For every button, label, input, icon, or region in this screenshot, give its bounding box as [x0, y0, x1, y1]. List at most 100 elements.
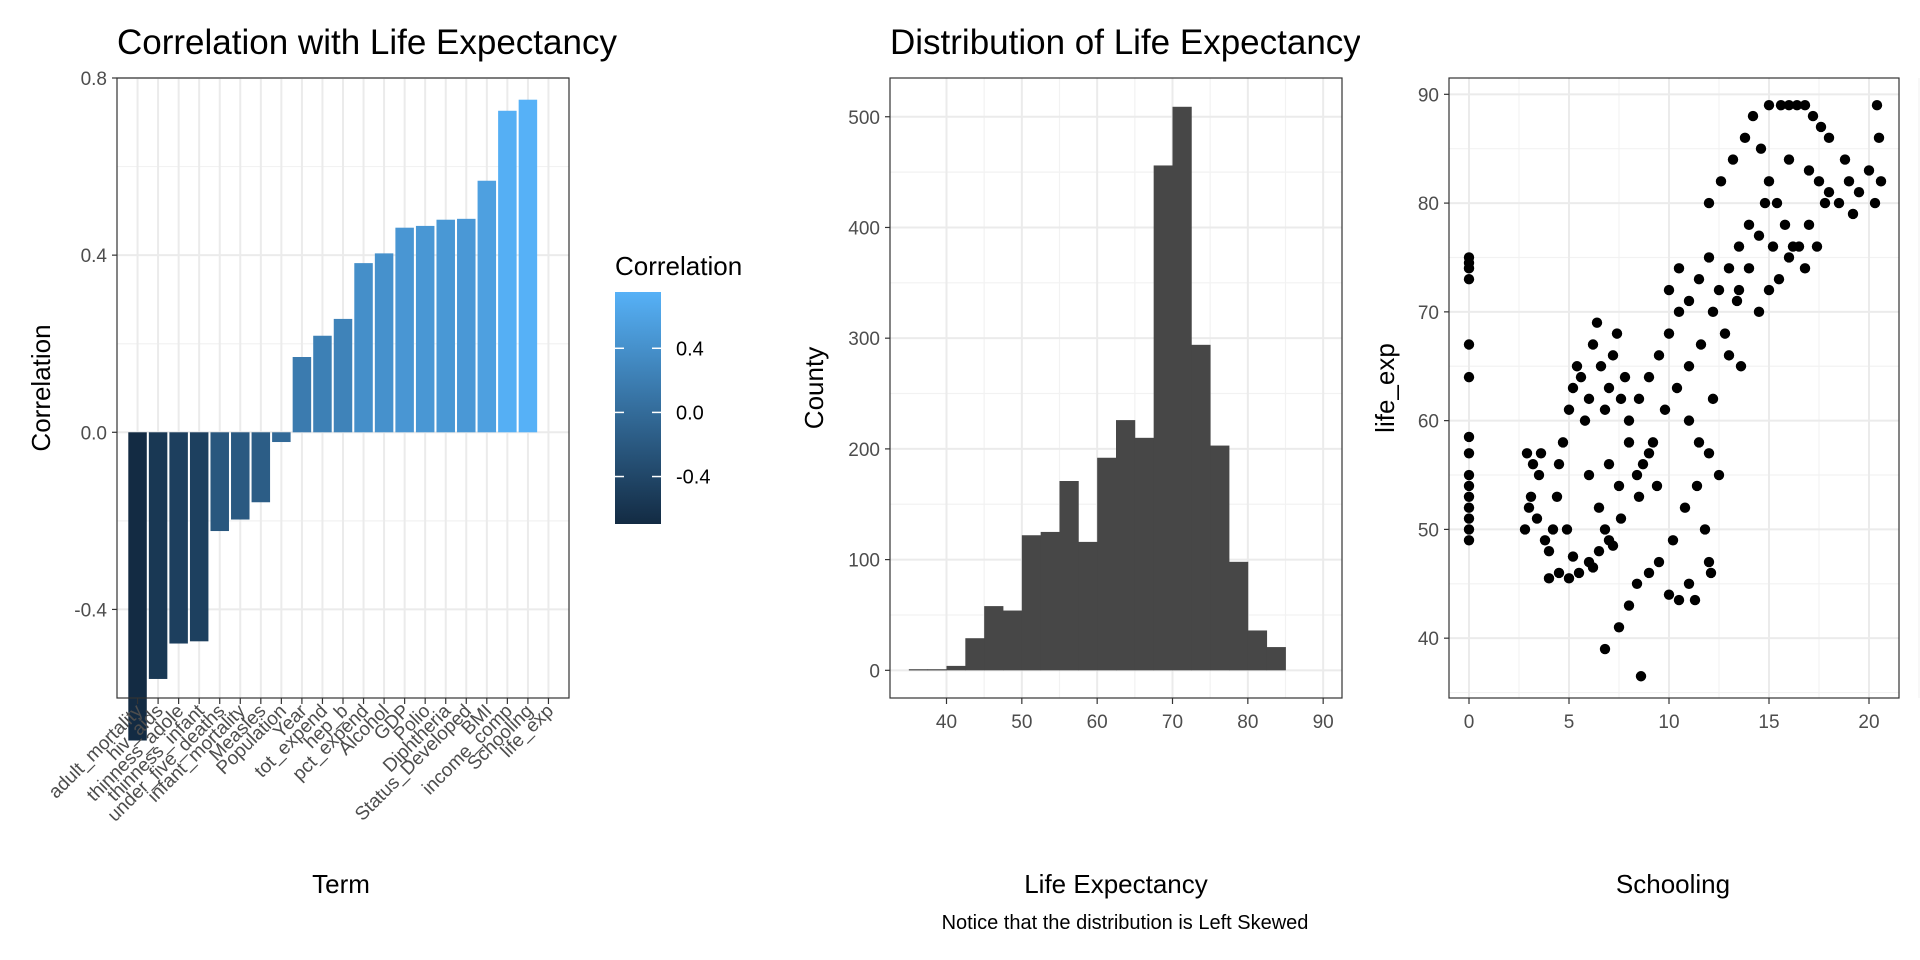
- scatter-point: [1771, 197, 1783, 209]
- histogram-panel-border: [889, 77, 1343, 699]
- scatter-y-axis-title: life_exp: [1370, 343, 1400, 433]
- scatter-point: [1843, 176, 1855, 187]
- histogram-bin: [1003, 610, 1023, 671]
- histogram-bin: [1021, 535, 1042, 671]
- scatter-point: [1727, 154, 1739, 165]
- scatter-point: [1563, 404, 1575, 415]
- scatter-point: [1783, 99, 1795, 111]
- scatter-point: [1653, 556, 1665, 568]
- scatter-point: [1695, 339, 1707, 350]
- correlation-bars: [128, 99, 538, 741]
- scatter-point: [1663, 328, 1675, 339]
- scatter-point: [1803, 219, 1815, 231]
- histogram-y-axis-title: County: [799, 347, 829, 429]
- legend-title: Correlation: [615, 251, 742, 281]
- scatter-point: [1807, 110, 1819, 122]
- scatter-point: [1463, 480, 1475, 492]
- scatter-point: [1755, 143, 1767, 154]
- scatter-point: [1819, 197, 1831, 209]
- scatter-point: [1691, 480, 1703, 492]
- x-tick-label: 5: [1564, 712, 1575, 733]
- scatter-point: [1753, 230, 1765, 241]
- scatter-point: [1791, 99, 1803, 111]
- scatter-point: [1667, 535, 1679, 546]
- histogram-bars: [908, 106, 1286, 671]
- correlation-chart-title: Correlation with Life Expectancy: [117, 23, 617, 62]
- scatter-point: [1631, 578, 1643, 589]
- y-tick-label: 0.4: [81, 246, 108, 267]
- y-tick-label: 50: [1418, 520, 1439, 541]
- scatter-point: [1463, 513, 1475, 524]
- scatter-point: [1523, 502, 1535, 513]
- scatter-point: [1615, 393, 1627, 405]
- x-tick-label: 0: [1464, 712, 1475, 733]
- scatter-point: [1575, 371, 1587, 383]
- scatter-point: [1663, 589, 1675, 600]
- legend-label: -0.4: [676, 467, 710, 489]
- scatter-point: [1735, 361, 1747, 372]
- x-tick-label: 20: [1858, 712, 1879, 733]
- correlation-bar-hep_b: [333, 318, 353, 433]
- scatter-point: [1853, 187, 1865, 198]
- scatter-point: [1547, 524, 1559, 535]
- histogram-bin: [1116, 420, 1136, 671]
- scatter-x-axis-title: Schooling: [1616, 869, 1730, 899]
- scatter-point: [1583, 469, 1595, 481]
- scatter-point: [1557, 437, 1569, 448]
- scatter-point: [1783, 252, 1795, 263]
- y-tick-label: 60: [1418, 412, 1439, 433]
- scatter-point: [1719, 328, 1731, 339]
- scatter-point: [1527, 458, 1539, 470]
- histogram-bin: [946, 665, 966, 671]
- scatter-point: [1651, 480, 1663, 492]
- scatter-point: [1663, 284, 1675, 296]
- x-tick-label: 80: [1237, 712, 1258, 733]
- x-tick-label: 70: [1162, 712, 1183, 733]
- correlation-bar-Year: [292, 357, 312, 433]
- y-tick-label: 500: [848, 108, 880, 129]
- scatter-point: [1839, 154, 1851, 165]
- scatter-point: [1659, 404, 1671, 415]
- scatter-point: [1743, 219, 1755, 231]
- scatter-point: [1599, 404, 1611, 415]
- scatter-point: [1683, 415, 1695, 426]
- scatter-point: [1689, 594, 1701, 606]
- title-clip-band: [1360, 20, 1400, 68]
- scatter-point: [1553, 567, 1565, 579]
- scatter-point: [1603, 382, 1615, 394]
- scatter-point: [1763, 99, 1775, 111]
- correlation-bar-GDP: [395, 227, 414, 433]
- scatter-point: [1567, 551, 1579, 562]
- scatter-point: [1543, 573, 1555, 584]
- histogram-bin: [1191, 344, 1211, 671]
- y-tick-label: 400: [848, 218, 880, 239]
- histogram-chart-title: Distribution of Life Expectancy: [890, 23, 1361, 62]
- scatter-point: [1463, 431, 1475, 443]
- scatter-point: [1573, 567, 1585, 579]
- legend-label: 0.4: [676, 338, 704, 360]
- x-tick-label: 40: [936, 712, 957, 733]
- scatter-point: [1699, 524, 1711, 535]
- correlation-axes: -0.40.00.40.8adult_mortalityhiv_aidsthin…: [45, 69, 558, 826]
- y-tick-label: 300: [848, 329, 880, 350]
- scatter-point: [1703, 448, 1715, 459]
- scatter-point: [1521, 448, 1533, 459]
- scatter-point: [1561, 524, 1573, 535]
- scatter-point: [1535, 448, 1547, 459]
- y-tick-label: 200: [848, 440, 880, 461]
- scatter-point: [1553, 458, 1565, 470]
- scatter-point: [1613, 480, 1625, 492]
- y-tick-label: -0.4: [74, 600, 107, 621]
- scatter-point: [1707, 306, 1719, 318]
- scatter-point: [1571, 361, 1583, 372]
- y-tick-label: 70: [1418, 303, 1439, 324]
- scatter-point: [1591, 317, 1603, 328]
- scatter-point: [1693, 437, 1705, 448]
- y-tick-label: 90: [1418, 85, 1439, 106]
- scatter-point: [1673, 263, 1685, 274]
- scatter-point: [1633, 393, 1645, 405]
- x-tick-label: 15: [1758, 712, 1779, 733]
- scatter-point: [1623, 415, 1635, 426]
- scatter-point: [1519, 524, 1531, 535]
